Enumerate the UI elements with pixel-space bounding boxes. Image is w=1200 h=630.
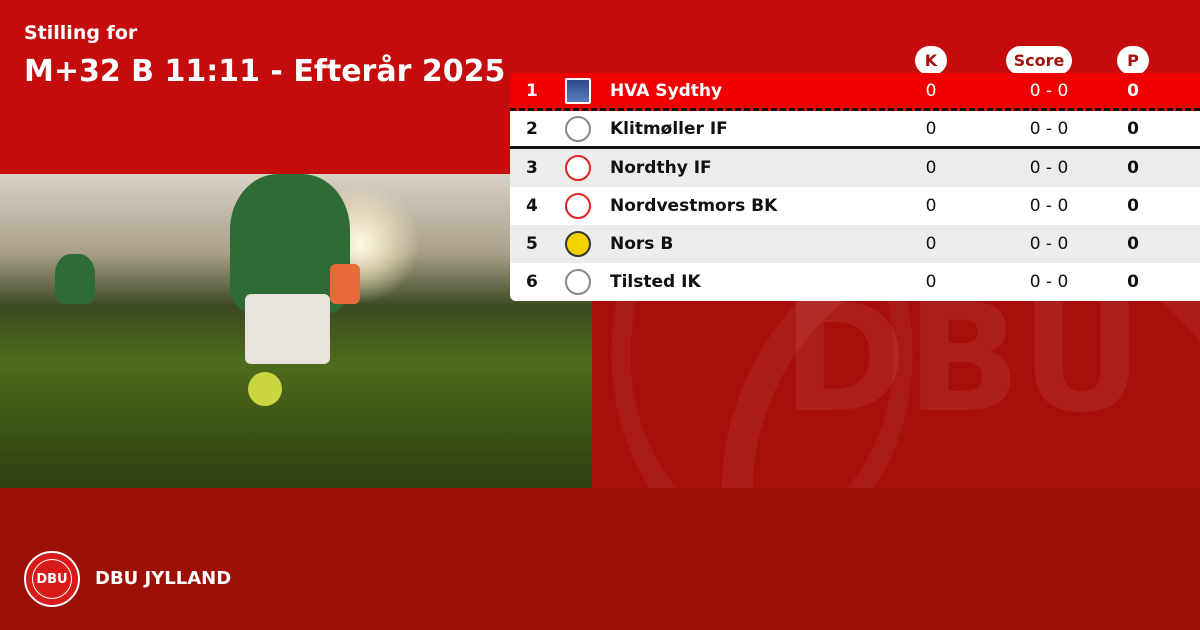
rank: 5: [526, 234, 538, 254]
team-crest-icon: [565, 193, 591, 219]
footer-band: [0, 488, 1200, 630]
matches: 0: [925, 234, 937, 254]
table-row[interactable]: 4 Nordvestmors BK 0 0 - 0 0: [510, 187, 1200, 225]
team-name[interactable]: Klitmøller IF: [610, 118, 728, 139]
table-row[interactable]: 3 Nordthy IF 0 0 - 0 0: [510, 149, 1200, 187]
rank: 4: [526, 196, 538, 216]
points: 0: [1127, 158, 1139, 178]
column-header-score: Score: [1006, 46, 1072, 75]
football-photo: [0, 174, 592, 488]
table-row[interactable]: 1 HVA Sydthy 0 0 - 0 0: [510, 73, 1200, 111]
rank: 3: [526, 158, 538, 178]
team-name[interactable]: Tilsted IK: [610, 272, 701, 292]
team-name[interactable]: Nordvestmors BK: [610, 196, 778, 216]
standings-table: 1 HVA Sydthy 0 0 - 0 0 2 Klitmøller IF 0…: [510, 73, 1200, 301]
page-title: M+32 B 11:11 - Efterår 2025: [24, 54, 506, 89]
matches: 0: [925, 272, 937, 292]
column-header-p: P: [1117, 46, 1149, 75]
table-row[interactable]: 2 Klitmøller IF 0 0 - 0 0: [510, 111, 1200, 149]
score: 0 - 0: [1029, 118, 1069, 139]
team-name[interactable]: Nordthy IF: [610, 158, 712, 178]
matches: 0: [925, 118, 937, 139]
points: 0: [1127, 196, 1139, 216]
brand-name: DBU JYLLAND: [95, 568, 232, 589]
rank: 2: [526, 118, 538, 139]
points: 0: [1127, 80, 1139, 101]
dbu-logo: DBU: [24, 551, 80, 607]
team-name[interactable]: HVA Sydthy: [610, 80, 723, 101]
score: 0 - 0: [1029, 80, 1069, 101]
table-row[interactable]: 5 Nors B 0 0 - 0 0: [510, 225, 1200, 263]
score: 0 - 0: [1029, 272, 1069, 292]
team-crest-icon: [565, 155, 591, 181]
team-crest-icon: [565, 77, 591, 104]
points: 0: [1127, 272, 1139, 292]
rank: 6: [526, 272, 538, 292]
team-name[interactable]: Nors B: [610, 234, 674, 254]
column-header-k: K: [915, 46, 947, 75]
matches: 0: [925, 80, 937, 101]
watermark-logo: DBU: [782, 272, 1143, 446]
table-row[interactable]: 6 Tilsted IK 0 0 - 0 0: [510, 263, 1200, 301]
team-crest-icon: [565, 231, 591, 257]
points: 0: [1127, 118, 1139, 139]
page-subtitle: Stilling for: [24, 22, 138, 44]
matches: 0: [925, 196, 937, 216]
matches: 0: [925, 158, 937, 178]
team-crest-icon: [565, 269, 591, 295]
score: 0 - 0: [1029, 158, 1069, 178]
team-crest-icon: [565, 115, 591, 142]
score: 0 - 0: [1029, 196, 1069, 216]
points: 0: [1127, 234, 1139, 254]
rank: 1: [526, 80, 538, 101]
score: 0 - 0: [1029, 234, 1069, 254]
